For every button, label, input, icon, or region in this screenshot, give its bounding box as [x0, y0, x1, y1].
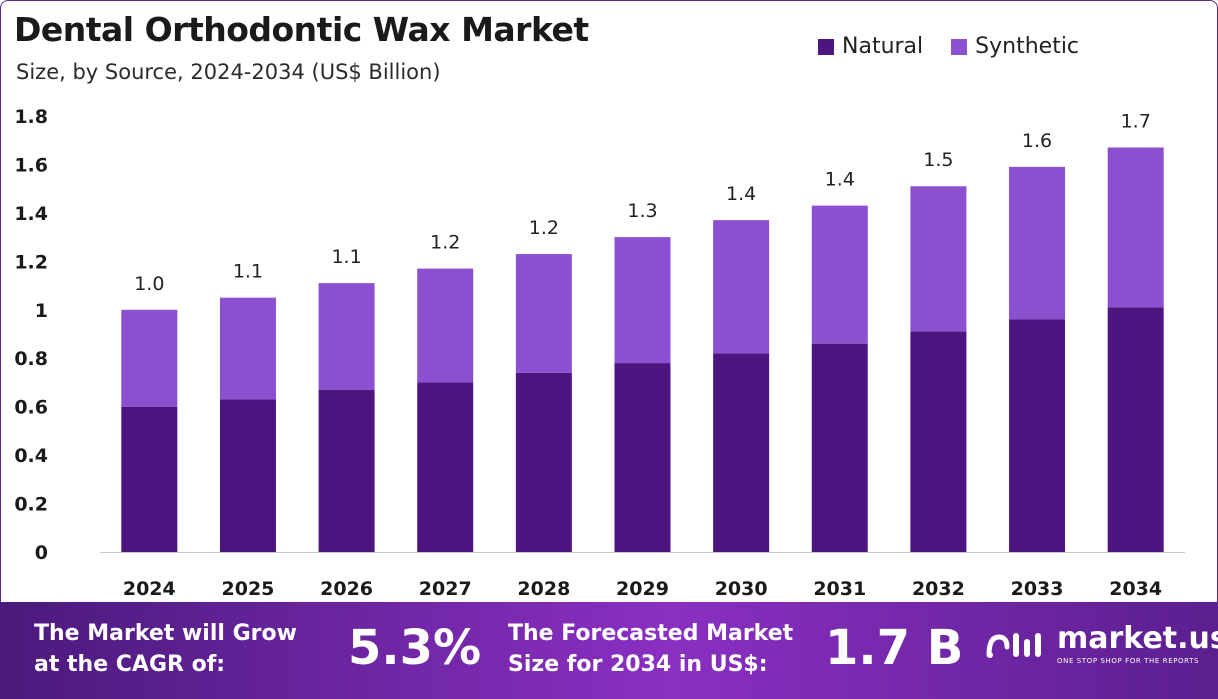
bar-synthetic-2025 — [219, 297, 276, 400]
brand-tagline: ONE STOP SHOP FOR THE REPORTS — [1057, 657, 1200, 665]
total-label-2033: 1.6 — [1022, 130, 1052, 152]
y-tick-label: 0.8 — [14, 348, 48, 370]
legend-label-synthetic: Synthetic — [975, 34, 1080, 59]
x-tick-label-2026: 2026 — [320, 578, 373, 600]
y-tick-label: 0 — [35, 542, 48, 564]
total-label-2024: 1.0 — [134, 273, 164, 295]
total-label-2027: 1.2 — [430, 232, 460, 254]
total-label-2028: 1.2 — [529, 217, 559, 239]
total-label-2025: 1.1 — [233, 261, 263, 283]
bar-synthetic-2029 — [614, 237, 671, 364]
bar-synthetic-2032 — [910, 186, 967, 332]
bar-synthetic-2027 — [417, 268, 474, 383]
bar-synthetic-2033 — [1009, 166, 1066, 320]
x-tick-label-2027: 2027 — [419, 578, 472, 600]
total-label-2034: 1.7 — [1121, 110, 1151, 132]
legend-item-natural: Natural — [818, 34, 923, 59]
bar-natural-2033 — [1009, 319, 1066, 552]
y-tick-label: 1.2 — [14, 251, 48, 273]
chart-title: Dental Orthodontic Wax Market — [14, 10, 589, 49]
y-tick-label: 0.4 — [14, 445, 48, 467]
bar-natural-2030 — [713, 353, 770, 552]
bar-natural-2026 — [318, 389, 375, 552]
bar-natural-2025 — [219, 399, 276, 552]
market-us-logo: market.us ONE STOP SHOP FOR THE REPORTS — [985, 624, 1218, 665]
bar-synthetic-2024 — [121, 309, 178, 407]
total-label-2031: 1.4 — [825, 169, 855, 191]
cagr-label: The Market will Grow at the CAGR of: — [34, 618, 297, 680]
bar-synthetic-2031 — [811, 205, 868, 344]
cagr-label-line1: The Market will Grow — [34, 621, 297, 646]
total-label-2032: 1.5 — [923, 149, 953, 171]
forecast-label-line1: The Forecasted Market — [508, 621, 794, 646]
total-label-2030: 1.4 — [726, 183, 756, 205]
x-tick-label-2032: 2032 — [912, 578, 965, 600]
bar-natural-2027 — [417, 382, 474, 552]
bar-natural-2032 — [910, 331, 967, 552]
summary-footer: The Market will Grow at the CAGR of: 5.3… — [0, 602, 1218, 699]
y-tick-label: 0.6 — [14, 397, 48, 419]
total-label-2026: 1.1 — [331, 246, 361, 268]
x-tick-label-2033: 2033 — [1011, 578, 1064, 600]
bar-synthetic-2028 — [515, 254, 572, 373]
bar-synthetic-2030 — [713, 220, 770, 354]
x-tick-label-2024: 2024 — [123, 578, 176, 600]
x-tick-label-2028: 2028 — [517, 578, 570, 600]
y-tick-label: 1.8 — [14, 106, 48, 128]
bar-natural-2024 — [121, 406, 178, 552]
forecast-value: 1.7 B — [825, 620, 964, 676]
legend: Natural Synthetic — [818, 34, 1079, 59]
x-tick-label-2031: 2031 — [813, 578, 866, 600]
bar-chart: 0 0.2 0.4 0.6 0.8 1 1.2 1.4 1.6 1.8 1.0 2024 1.1 2025… — [14, 106, 1185, 600]
forecast-label-line2: Size for 2034 in US$: — [508, 652, 768, 677]
y-tick-label: 1.4 — [14, 203, 48, 225]
bar-natural-2029 — [614, 363, 671, 552]
y-tick-label: 0.2 — [14, 494, 48, 516]
x-tick-label-2030: 2030 — [715, 578, 768, 600]
legend-label-natural: Natural — [842, 34, 924, 59]
bar-synthetic-2026 — [318, 283, 375, 390]
bar-natural-2031 — [811, 343, 868, 552]
bar-synthetic-2034 — [1107, 147, 1164, 308]
y-tick-label: 1.6 — [14, 154, 48, 176]
brand-name: market.us — [1057, 621, 1218, 656]
cagr-label-line2: at the CAGR of: — [34, 652, 226, 677]
legend-swatch-natural — [818, 38, 834, 55]
chart-subtitle: Size, by Source, 2024-2034 (US$ Billion) — [16, 60, 441, 84]
legend-item-synthetic: Synthetic — [951, 34, 1079, 59]
x-tick-label-2034: 2034 — [1109, 578, 1162, 600]
y-tick-label: 1 — [35, 300, 48, 322]
total-label-2029: 1.3 — [627, 200, 657, 222]
legend-swatch-synthetic — [951, 38, 968, 55]
market-us-logo-icon — [986, 632, 1041, 658]
bar-natural-2028 — [515, 372, 572, 552]
cagr-value: 5.3% — [348, 620, 482, 676]
x-tick-label-2029: 2029 — [616, 578, 669, 600]
bar-natural-2034 — [1107, 307, 1164, 552]
x-tick-label-2025: 2025 — [222, 578, 275, 600]
forecast-label: The Forecasted Market Size for 2034 in U… — [508, 618, 793, 680]
